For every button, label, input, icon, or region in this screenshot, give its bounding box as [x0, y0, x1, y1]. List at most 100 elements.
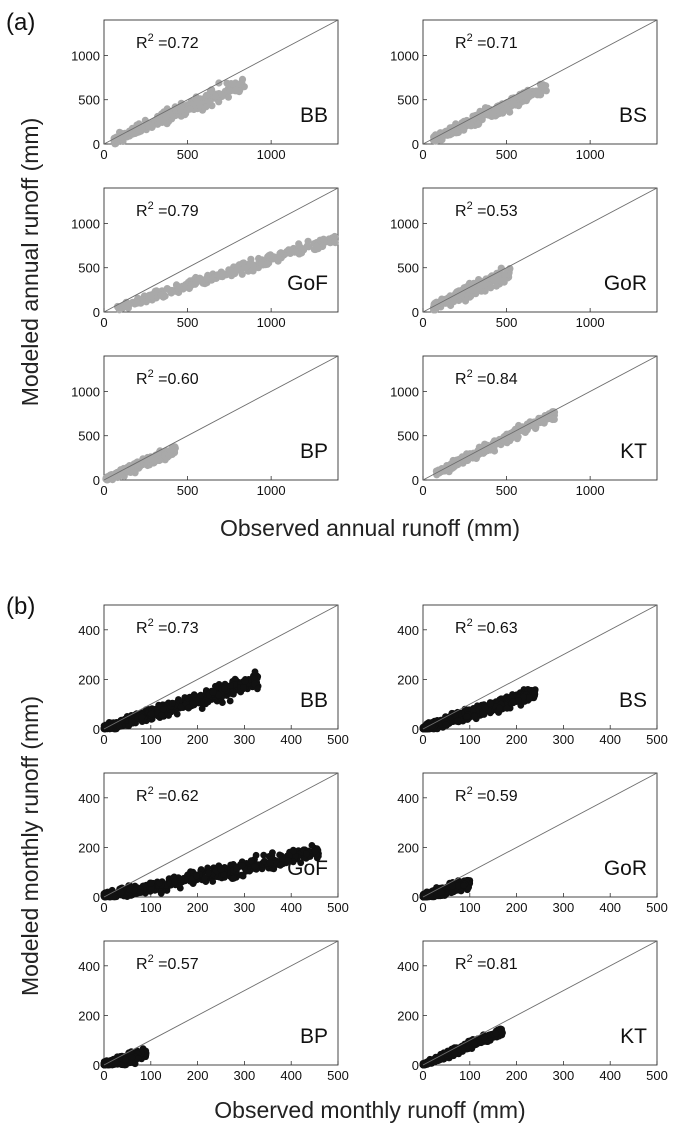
data-point: [122, 1056, 129, 1064]
ylabel-a: Modeled annual runoff (mm): [17, 118, 43, 407]
y-tick-label: 400: [78, 623, 100, 638]
data-point: [209, 878, 217, 885]
data-point: [175, 284, 184, 292]
x-tick-label: 300: [553, 900, 575, 915]
data-point: [128, 718, 136, 726]
plot-frame: [103, 187, 339, 313]
data-point: [147, 292, 155, 301]
x-tick-label: 400: [599, 900, 621, 915]
y-tick-label: 0: [412, 890, 419, 905]
y-tick-label: 1000: [71, 48, 100, 63]
data-point: [463, 285, 471, 293]
y-tick-label: 500: [397, 93, 419, 108]
data-point: [193, 98, 201, 106]
data-point: [500, 271, 509, 279]
data-point: [251, 863, 259, 870]
data-point: [249, 261, 257, 269]
site-label: BB: [300, 689, 328, 712]
data-point: [219, 270, 227, 278]
xlabel-a: Observed annual runoff (mm): [220, 515, 520, 541]
x-tick-label: 200: [506, 1068, 528, 1083]
site-label: KT: [620, 440, 647, 463]
data-point: [492, 1030, 500, 1037]
x-tick-label: 500: [327, 900, 349, 915]
one-to-one-line: [422, 19, 658, 145]
x-tick-label: 0: [100, 147, 107, 162]
plot-frame: [422, 19, 658, 145]
data-point: [477, 113, 485, 121]
y-tick-label: 500: [78, 261, 100, 276]
x-tick-label: 100: [459, 1068, 481, 1083]
y-tick-label: 400: [397, 623, 419, 638]
x-tick-label: 500: [646, 1068, 668, 1083]
data-point: [208, 276, 216, 284]
x-tick-label: 0: [100, 315, 107, 330]
r2-label: R2 =0.63: [455, 617, 518, 637]
y-tick-label: 500: [78, 93, 100, 108]
data-point: [459, 1045, 467, 1052]
data-point: [539, 81, 547, 89]
data-point: [514, 102, 523, 110]
x-tick-label: 0: [419, 1068, 426, 1083]
data-point: [186, 105, 194, 113]
x-tick-label: 500: [496, 483, 518, 498]
data-point: [291, 248, 299, 256]
data-point: [148, 122, 156, 130]
data-point: [463, 713, 471, 720]
data-point: [155, 115, 163, 123]
data-point: [171, 878, 178, 886]
data-point: [331, 237, 339, 245]
data-point: [450, 298, 458, 306]
data-point: [519, 92, 528, 100]
x-tick-label: 400: [599, 1068, 621, 1083]
data-point: [487, 284, 495, 292]
y-tick-label: 0: [412, 722, 419, 737]
data-point: [448, 889, 456, 896]
x-tick-label: 300: [234, 900, 256, 915]
xlabel-b: Observed monthly runoff (mm): [214, 1097, 525, 1123]
x-tick-label: 1000: [257, 483, 286, 498]
data-point: [184, 694, 191, 702]
r2-label: R2 =0.84: [455, 368, 518, 388]
data-point: [238, 862, 246, 869]
data-point: [190, 691, 198, 698]
data-point: [211, 92, 220, 101]
data-point: [218, 90, 226, 99]
x-tick-label: 300: [234, 732, 256, 747]
data-point: [134, 1055, 142, 1062]
y-tick-label: 200: [397, 840, 419, 855]
data-point: [547, 414, 555, 423]
data-point: [503, 704, 511, 712]
x-tick-label: 1000: [257, 147, 286, 162]
data-point: [123, 133, 131, 141]
x-tick-label: 0: [419, 900, 426, 915]
y-tick-label: 200: [78, 1008, 100, 1023]
plot-frame: [103, 19, 339, 145]
data-point: [157, 291, 165, 299]
r2-label: R2 =0.60: [136, 368, 199, 388]
data-point: [178, 876, 186, 883]
data-point: [269, 849, 276, 856]
x-tick-label: 0: [100, 732, 107, 747]
data-point: [472, 454, 480, 462]
data-point: [454, 717, 462, 725]
x-tick-label: 500: [177, 483, 199, 498]
scatter-points: [419, 686, 539, 733]
data-point: [526, 693, 533, 701]
data-point: [437, 888, 445, 896]
y-tick-label: 0: [412, 1058, 419, 1073]
y-tick-label: 0: [412, 137, 419, 152]
data-point: [442, 721, 450, 728]
data-point: [147, 710, 155, 718]
x-tick-label: 200: [187, 900, 209, 915]
x-tick-label: 500: [327, 732, 349, 747]
x-tick-label: 500: [646, 900, 668, 915]
data-point: [165, 452, 173, 460]
x-tick-label: 400: [280, 1068, 302, 1083]
y-tick-label: 1000: [390, 384, 419, 399]
data-point: [481, 704, 489, 712]
site-label: GoF: [287, 857, 328, 880]
